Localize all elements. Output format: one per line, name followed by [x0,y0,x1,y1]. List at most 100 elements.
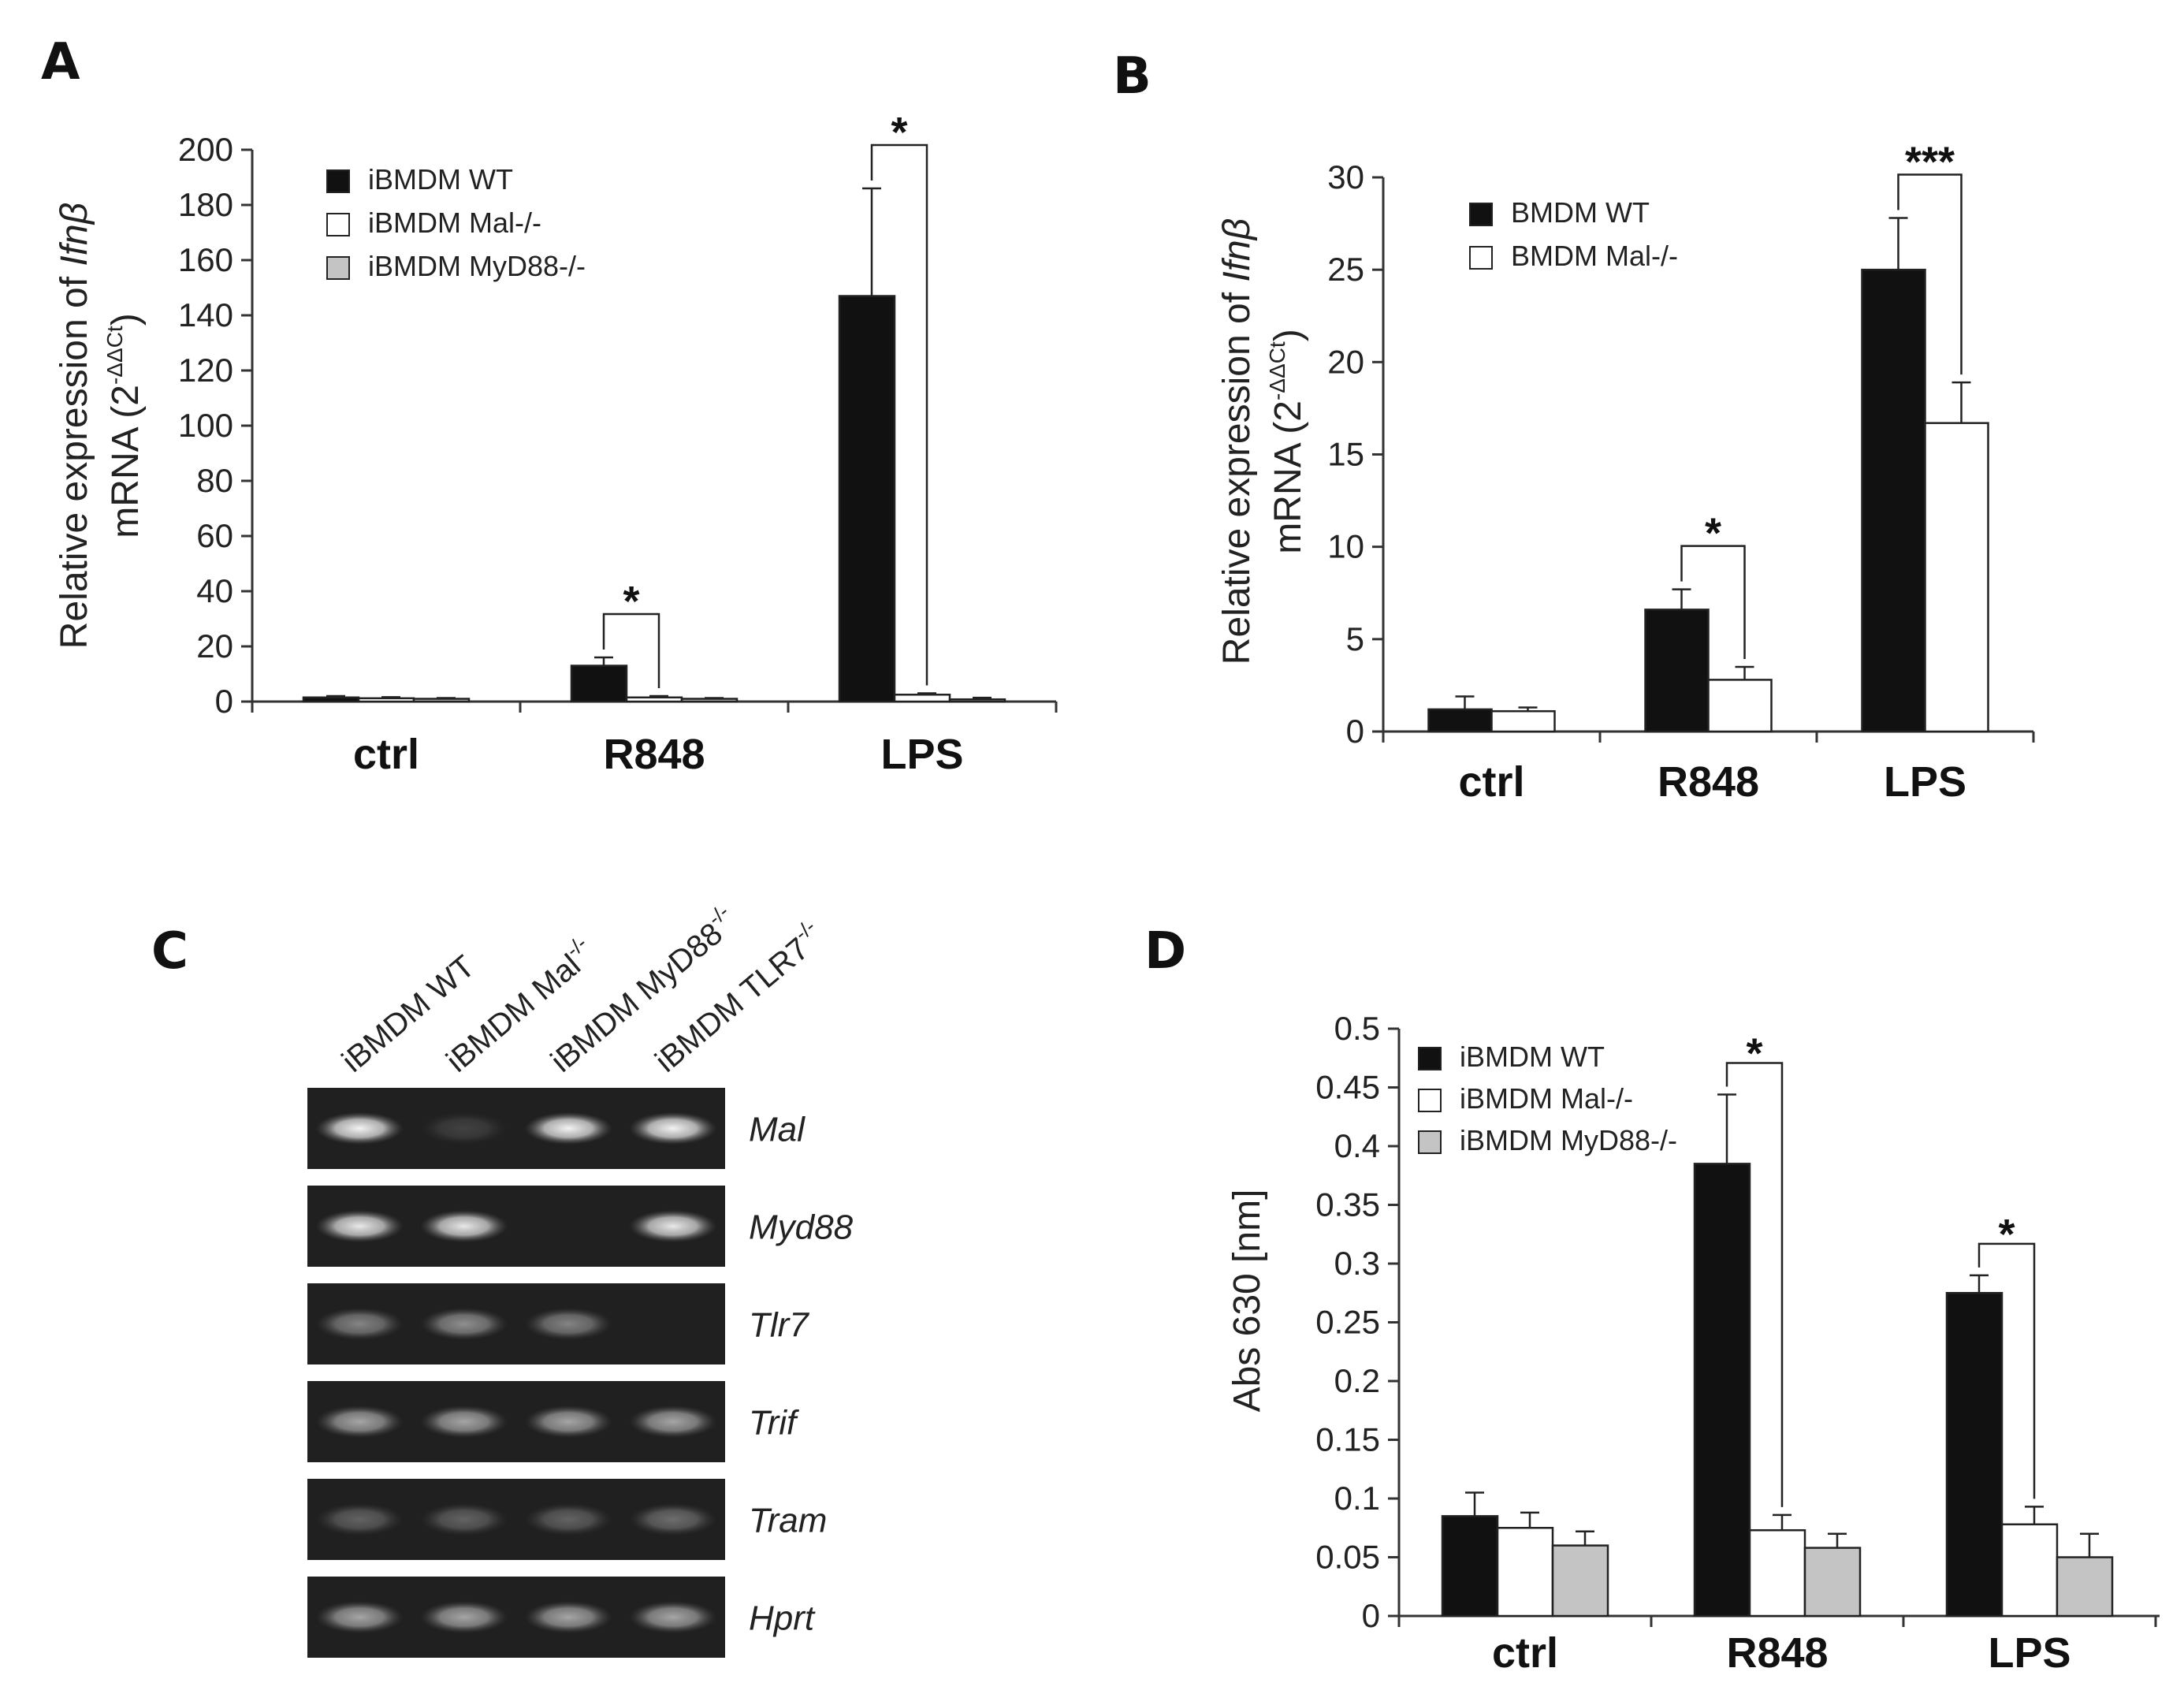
chart-b-bar [1861,268,1926,733]
gel-band [420,1600,508,1634]
chart-b-y-tick-label: 15 [1327,436,1364,473]
chart-d-bar [1441,1515,1499,1618]
chart-a-category-label-ctrl: ctrl [353,731,419,778]
gel-gene-label: Hprt [749,1599,816,1638]
chart-b-ylabel-line2: mRNA (2-ΔΔCt) [1265,329,1309,553]
chart-a-legend-swatch [326,256,350,280]
chart-a-y-tick-label: 100 [178,407,233,444]
chart-d-y-tick-label: 0.2 [1334,1362,1380,1399]
gel-band [315,1111,404,1145]
chart-a-ylabel-gene: Ifnβ [54,203,95,266]
chart-a-y-tick-label: 40 [196,572,233,609]
chart-b-legend-label: BMDM WT [1511,196,1650,229]
chart-b-legend-swatch [1469,203,1493,226]
gel-band [629,1405,717,1439]
chart-b-ylabel-gene: Ifnβ [1216,218,1258,282]
chart-a-bar [948,698,1006,703]
chart-b-significance-label: *** [1905,139,1955,186]
chart-b-legend-swatch [1469,246,1493,270]
gel-band [420,1307,508,1341]
chart-panel-d: 0 0.05 0.1 0.15 0.2 0.25 0.3 0.35 0.4 0.45 0.5 ctrl… [1315,1010,2160,1677]
chart-d-bar [1496,1527,1554,1618]
chart-a-y-tick-label: 0 [215,683,233,720]
chart-d-significance-label: * [1746,1029,1762,1077]
chart-b-bar [1427,708,1493,733]
chart-panel-a: 0 20 40 60 80 100 120 140 160 180 200 ctrl R848 LPS * *… [178,109,1058,778]
chart-a-bar [838,295,896,703]
chart-d-y-tick-label: 0.5 [1334,1010,1380,1047]
gel-band [315,1405,404,1439]
panel-letter-c: C [151,922,188,981]
chart-d-legend-swatch [1418,1130,1442,1154]
chart-b-y-tick-label: 10 [1327,528,1364,565]
chart-d-ylabel: Abs 630 [nm] [1226,1190,1268,1413]
gel-band [524,1600,612,1634]
chart-d-category-label-lps: LPS [1988,1629,2071,1677]
gel-band [420,1209,508,1243]
chart-d-y-tick-label: 0 [1362,1597,1380,1634]
chart-b-category-label-ctrl: ctrl [1458,758,1524,806]
panel-letter-d: D [1144,922,1186,981]
gel-band [629,1502,717,1536]
gel-band [315,1502,404,1536]
chart-a-y-tick-label: 80 [196,462,233,499]
gel-gene-label: Tlr7 [749,1306,809,1345]
chart-d-bar [1693,1163,1751,1618]
chart-b-ylabel2-prefix: mRNA (2 [1267,400,1309,554]
chart-a-category-label-r848: R848 [603,731,705,778]
chart-d-legend-swatch [1418,1089,1442,1112]
chart-b-significance-bracket [1680,545,1746,659]
chart-d-category-label-ctrl: ctrl [1492,1629,1558,1677]
gel-gene-label: Trif [749,1404,800,1443]
chart-d-bar [2056,1556,2114,1618]
chart-d-y-tick-label: 0.45 [1315,1069,1380,1106]
gel-gene-label: Mal [749,1111,806,1149]
chart-a-y-tick-label: 60 [196,517,233,554]
chart-d-y-tick-label: 0.15 [1315,1421,1380,1458]
gel-band [420,1111,508,1145]
chart-d-bar [1803,1547,1862,1618]
gel-band [315,1209,404,1243]
gel-band [420,1405,508,1439]
chart-b-category-label-r848: R848 [1658,758,1759,806]
chart-a-bar [412,698,471,703]
chart-d-significance-bracket [1725,1062,1784,1507]
chart-a-bar [302,696,360,703]
gel-band [629,1209,717,1243]
gel-band [524,1405,612,1439]
chart-a-ylabel-prefix: Relative expression of [54,266,95,650]
chart-d-legend-label: iBMDM Mal-/- [1460,1082,1633,1115]
gel-band [524,1111,612,1145]
chart-a-ylabel-line2: mRNA (2-ΔΔCt) [102,313,147,538]
chart-a-ylabel2-suffix: ) [105,313,147,326]
chart-b-legend-label: BMDM Mal-/- [1511,240,1678,272]
gel-band [315,1600,404,1634]
chart-a-significance-bracket [870,143,928,686]
gel-band [629,1111,717,1145]
chart-b-significance-bracket [1897,173,1963,375]
gel-band [629,1600,717,1634]
chart-d-bar [1551,1544,1609,1618]
gel-gene-label: Myd88 [749,1208,854,1247]
chart-b-bar [1644,609,1710,733]
chart-d-y-tick-label: 0.05 [1315,1539,1380,1576]
chart-a-y-tick-label: 120 [178,352,233,389]
chart-b-ylabel-prefix: Relative expression of [1216,282,1258,665]
chart-d-legend-swatch [1418,1047,1442,1070]
chart-d-bar [1748,1528,1806,1618]
chart-a-legend-label: iBMDM Mal-/- [368,207,541,239]
chart-a-y-tick-label: 160 [178,241,233,278]
chart-a-y-tick-label: 20 [196,627,233,665]
chart-b-bar [1490,709,1556,733]
panel-letter-a: A [41,33,80,91]
chart-a-significance-label: * [623,578,639,625]
chart-a-bar [680,698,739,703]
gel-band [524,1307,612,1341]
chart-a-legend-swatch [326,213,350,236]
chart-d-significance-bracket [1978,1242,2036,1499]
chart-b-significance-label: * [1705,510,1721,557]
chart-b-bar [1707,679,1773,733]
chart-a-bar [625,696,683,703]
